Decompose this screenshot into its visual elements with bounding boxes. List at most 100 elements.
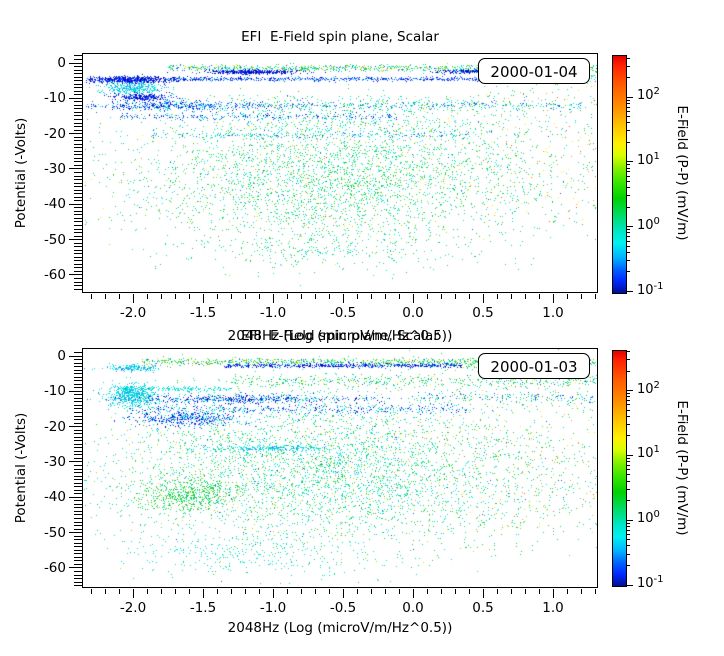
y-minor-tick <box>74 571 82 573</box>
y-minor-tick <box>74 419 82 421</box>
x-minor-tick <box>118 589 120 594</box>
colorbar-minor-tick <box>626 229 630 231</box>
y-major-tick <box>69 461 82 463</box>
y-minor-tick <box>74 207 82 209</box>
x-minor-tick <box>496 589 498 594</box>
y-major-tick <box>69 203 82 205</box>
y-major-tick <box>69 532 82 534</box>
colorbar-minor-tick <box>626 180 630 182</box>
x-minor-tick <box>104 294 106 299</box>
x-minor-tick <box>468 294 470 299</box>
y-major-tick <box>69 274 82 276</box>
bottom-legend-date: 2000-01-03 <box>478 353 590 379</box>
y-minor-tick <box>74 260 82 262</box>
colorbar-minor-tick <box>626 130 630 132</box>
x-major-tick <box>202 294 204 303</box>
x-minor-tick <box>90 589 92 594</box>
x-minor-tick <box>216 294 218 299</box>
y-minor-tick <box>74 90 82 92</box>
colorbar-minor-tick <box>626 102 630 104</box>
x-minor-tick <box>426 589 428 594</box>
x-major-tick <box>552 294 554 303</box>
colorbar-minor-tick <box>626 251 630 253</box>
colorbar-major-tick <box>626 390 633 392</box>
y-minor-tick <box>74 380 82 382</box>
x-tick-label: 1.0 <box>542 305 564 321</box>
y-tick-label: -30 <box>43 453 66 470</box>
x-minor-tick <box>104 589 106 594</box>
x-tick-label: -1.5 <box>189 305 217 321</box>
y-minor-tick <box>74 500 82 502</box>
y-minor-tick <box>74 267 82 269</box>
y-tick-label: -60 <box>43 266 66 283</box>
colorbar-minor-tick <box>626 164 630 166</box>
y-minor-tick <box>74 457 82 459</box>
x-tick-label: -0.5 <box>329 305 357 321</box>
x-major-tick <box>272 294 274 303</box>
y-minor-tick <box>74 369 82 371</box>
y-tick-label: -40 <box>43 489 66 506</box>
x-minor-tick <box>314 589 316 594</box>
y-minor-tick <box>74 161 82 163</box>
colorbar-minor-tick <box>626 474 630 476</box>
colorbar-minor-tick <box>626 393 630 395</box>
bottom-colorbar <box>612 350 627 587</box>
x-minor-tick <box>356 589 358 594</box>
x-minor-tick <box>510 589 512 594</box>
x-major-tick <box>132 294 134 303</box>
y-minor-tick <box>74 493 82 495</box>
x-major-tick <box>132 589 134 598</box>
x-tick-label: -2.0 <box>119 305 147 321</box>
colorbar-minor-tick <box>626 57 630 59</box>
colorbar-minor-tick <box>626 488 630 490</box>
colorbar-minor-tick <box>626 480 630 482</box>
y-minor-tick <box>74 256 82 258</box>
y-major-tick <box>69 239 82 241</box>
x-major-tick <box>272 589 274 598</box>
bottom-plot-frame <box>82 348 598 588</box>
y-minor-tick <box>74 288 82 290</box>
y-minor-tick <box>74 387 82 389</box>
y-minor-tick <box>74 232 82 234</box>
y-minor-tick <box>74 542 82 544</box>
y-minor-tick <box>74 518 82 520</box>
x-minor-tick <box>496 294 498 299</box>
colorbar-minor-tick <box>626 77 630 79</box>
y-minor-tick <box>74 210 82 212</box>
x-minor-tick <box>384 589 386 594</box>
x-minor-tick <box>566 589 568 594</box>
y-minor-tick <box>74 440 82 442</box>
y-minor-tick <box>74 507 82 509</box>
y-minor-tick <box>74 362 82 364</box>
y-minor-tick <box>74 253 82 255</box>
y-minor-tick <box>74 472 82 474</box>
y-minor-tick <box>74 263 82 265</box>
y-minor-tick <box>74 525 82 527</box>
y-minor-tick <box>74 196 82 198</box>
y-minor-tick <box>74 443 82 445</box>
y-minor-tick <box>74 450 82 452</box>
y-minor-tick <box>74 225 82 227</box>
colorbar-minor-tick <box>626 500 630 502</box>
x-tick-label: 0.0 <box>402 600 424 616</box>
bottom-x-axis-label: 2048Hz (Log (microV/m/Hz^0.5)) <box>227 620 453 636</box>
y-minor-tick <box>74 69 82 71</box>
y-minor-tick <box>74 73 82 75</box>
y-minor-tick <box>74 578 82 580</box>
x-minor-tick <box>160 589 162 594</box>
x-tick-label: 0.0 <box>402 305 424 321</box>
y-minor-tick <box>74 359 82 361</box>
y-minor-tick <box>74 126 82 128</box>
y-minor-tick <box>74 412 82 414</box>
colorbar-minor-tick <box>626 545 630 547</box>
y-minor-tick <box>74 436 82 438</box>
y-tick-label: -10 <box>43 383 66 400</box>
y-minor-tick <box>74 221 82 223</box>
y-minor-tick <box>74 228 82 230</box>
y-minor-tick <box>74 553 82 555</box>
colorbar-minor-tick <box>626 236 630 238</box>
y-minor-tick <box>74 111 82 113</box>
y-minor-tick <box>74 143 82 145</box>
colorbar-major-tick <box>626 161 633 163</box>
y-minor-tick <box>74 535 82 537</box>
